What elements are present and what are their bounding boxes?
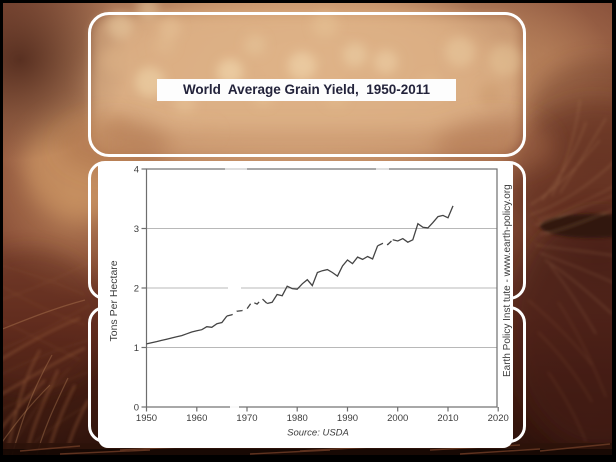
svg-text:1960: 1960 [186, 413, 207, 424]
svg-text:1950: 1950 [136, 413, 157, 424]
svg-text:0: 0 [134, 403, 139, 414]
svg-text:2: 2 [134, 284, 139, 295]
svg-text:Tons Per Hectare: Tons Per Hectare [108, 260, 120, 341]
svg-text:1: 1 [134, 343, 139, 354]
svg-text:2020: 2020 [488, 413, 509, 424]
svg-text:1990: 1990 [337, 413, 358, 424]
svg-text:1980: 1980 [287, 413, 308, 424]
svg-text:Earth Policy Inst tute - www.e: Earth Policy Inst tute - www.earth-polic… [502, 184, 513, 377]
svg-text:2000: 2000 [387, 413, 408, 424]
svg-text:3: 3 [134, 224, 139, 235]
svg-text:Source: USDA: Source: USDA [287, 428, 349, 439]
svg-text:2010: 2010 [437, 413, 458, 424]
svg-text:4: 4 [134, 165, 139, 176]
svg-text:1970: 1970 [236, 413, 257, 424]
